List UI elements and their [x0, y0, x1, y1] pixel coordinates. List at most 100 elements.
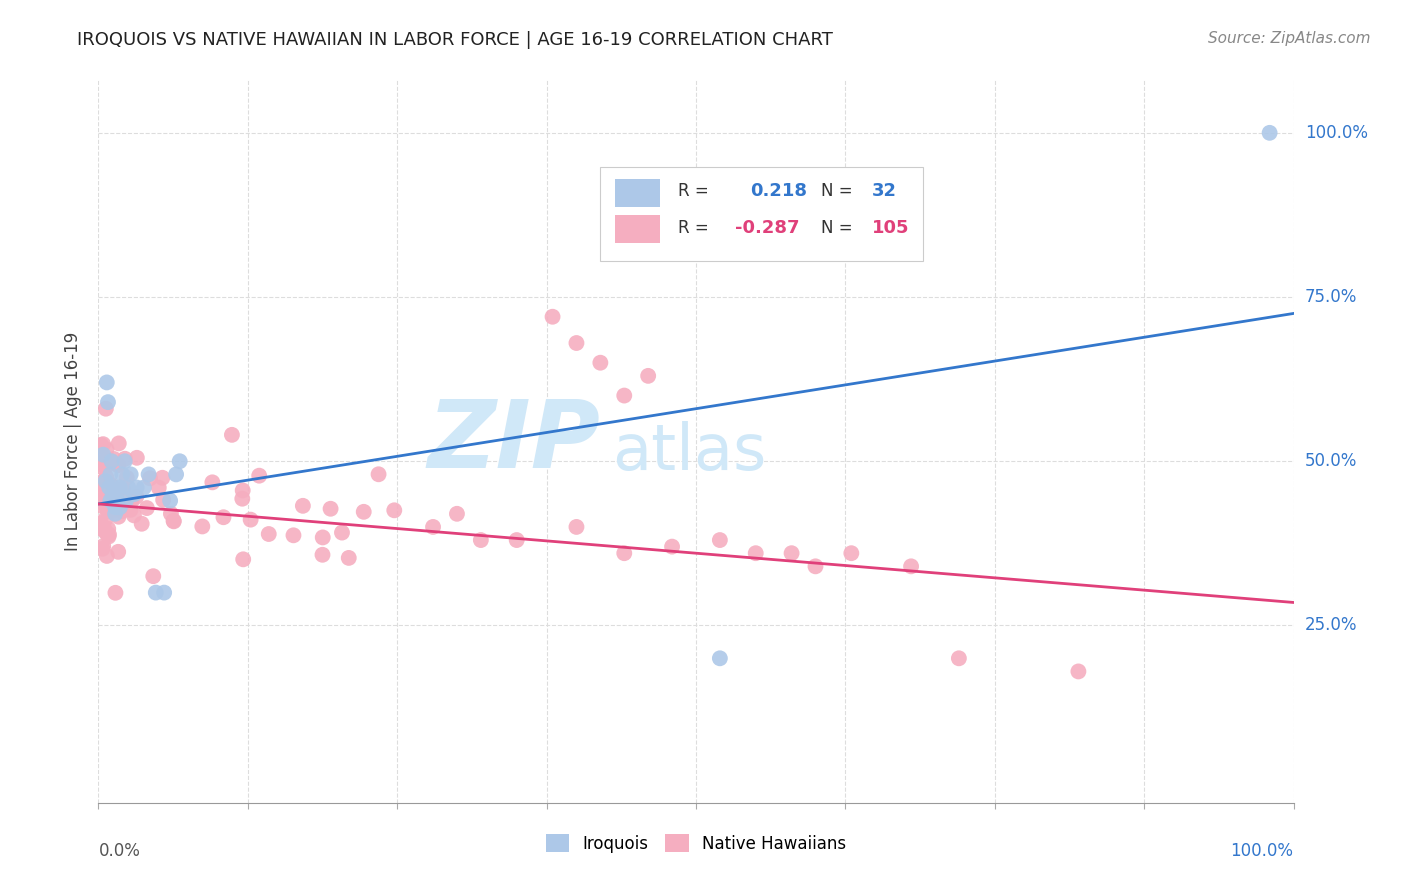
Text: IROQUOIS VS NATIVE HAWAIIAN IN LABOR FORCE | AGE 16-19 CORRELATION CHART: IROQUOIS VS NATIVE HAWAIIAN IN LABOR FOR… — [77, 31, 834, 49]
Text: 100.0%: 100.0% — [1230, 842, 1294, 860]
Point — [90, 495, 112, 509]
FancyBboxPatch shape — [614, 179, 661, 207]
Point — [283, 528, 305, 542]
Point — [239, 513, 262, 527]
Point — [191, 519, 214, 533]
Point — [589, 356, 612, 370]
Text: Source: ZipAtlas.com: Source: ZipAtlas.com — [1208, 31, 1371, 46]
Point — [637, 368, 659, 383]
Point — [96, 376, 118, 390]
Point — [311, 548, 333, 562]
Point — [91, 455, 114, 469]
Point — [169, 454, 191, 468]
Point — [111, 467, 134, 482]
Point — [120, 467, 142, 482]
Point — [98, 467, 122, 482]
Point — [138, 467, 160, 482]
Point — [94, 497, 117, 511]
Point — [125, 481, 148, 495]
Point — [162, 514, 184, 528]
Point — [107, 458, 129, 473]
Text: atlas: atlas — [613, 421, 766, 483]
Point — [900, 559, 922, 574]
Point — [353, 505, 375, 519]
Point — [91, 475, 114, 490]
Point — [94, 524, 117, 538]
Text: 0.0%: 0.0% — [98, 842, 141, 860]
Point — [107, 509, 129, 524]
Text: 75.0%: 75.0% — [1305, 288, 1357, 306]
Point — [231, 491, 253, 506]
Point — [90, 494, 112, 508]
Point — [91, 541, 114, 556]
Point — [709, 533, 731, 547]
Point — [90, 445, 112, 459]
Point — [506, 533, 529, 547]
Point — [446, 507, 468, 521]
Text: -0.287: -0.287 — [735, 219, 800, 237]
Point — [221, 427, 243, 442]
Point — [541, 310, 564, 324]
Point — [150, 471, 173, 485]
Point — [115, 493, 138, 508]
Point — [337, 550, 360, 565]
Point — [107, 545, 129, 559]
Text: 25.0%: 25.0% — [1305, 616, 1357, 634]
Point — [93, 520, 115, 534]
Point — [131, 516, 153, 531]
Point — [422, 520, 444, 534]
FancyBboxPatch shape — [600, 167, 922, 260]
Point — [114, 454, 136, 468]
Point — [107, 458, 129, 472]
Point — [565, 336, 588, 351]
Point — [90, 438, 112, 452]
Point — [107, 436, 129, 450]
Point — [163, 514, 186, 528]
Point — [100, 503, 122, 517]
Point — [103, 452, 125, 467]
Point — [661, 540, 683, 554]
Point — [91, 448, 114, 462]
Point — [108, 481, 131, 495]
Text: R =: R = — [678, 219, 709, 237]
Point — [709, 651, 731, 665]
Point — [97, 522, 120, 536]
Point — [124, 487, 146, 501]
Point — [159, 493, 181, 508]
Text: 0.218: 0.218 — [749, 182, 807, 200]
Point — [135, 501, 157, 516]
Point — [125, 490, 148, 504]
Point — [145, 585, 167, 599]
Point — [97, 395, 120, 409]
Text: N =: N = — [821, 182, 853, 200]
Point — [100, 477, 122, 491]
Point — [103, 500, 125, 515]
Point — [96, 442, 118, 457]
Point — [1067, 665, 1090, 679]
Y-axis label: In Labor Force | Age 16-19: In Labor Force | Age 16-19 — [65, 332, 83, 551]
Point — [291, 499, 314, 513]
Point — [613, 388, 636, 402]
Point — [94, 459, 117, 474]
Text: R =: R = — [678, 182, 709, 200]
Point — [90, 488, 112, 502]
Point — [257, 527, 280, 541]
Point — [112, 482, 135, 496]
Text: 50.0%: 50.0% — [1305, 452, 1357, 470]
Point — [319, 501, 342, 516]
FancyBboxPatch shape — [614, 215, 661, 243]
Point — [98, 493, 122, 508]
Point — [91, 437, 114, 451]
Point — [100, 454, 122, 468]
Point — [98, 527, 121, 541]
Point — [148, 481, 170, 495]
Point — [142, 569, 165, 583]
Point — [153, 585, 176, 599]
Point — [367, 467, 389, 482]
Point — [232, 483, 254, 498]
Point — [108, 500, 131, 515]
Point — [117, 481, 139, 495]
Point — [745, 546, 768, 560]
Point — [160, 507, 183, 521]
Point — [91, 460, 114, 475]
